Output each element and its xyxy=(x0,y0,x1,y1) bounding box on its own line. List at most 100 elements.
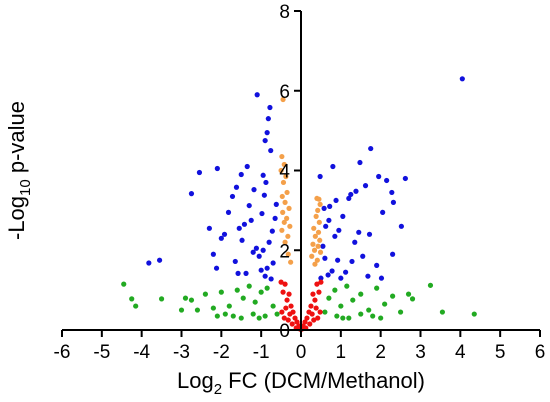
data-point-significant xyxy=(268,147,274,154)
data-point-significant xyxy=(221,231,228,237)
data-point-significant xyxy=(156,257,163,263)
data-point-not_significant_large_fc xyxy=(332,287,338,293)
data-point-significant xyxy=(246,202,252,209)
data-point-significant xyxy=(323,223,329,229)
data-point-significant xyxy=(318,275,324,281)
x-axis-title-base: Log xyxy=(177,368,214,393)
y-tick-label: 8 xyxy=(279,2,290,23)
data-point-moderate xyxy=(282,239,288,245)
data-point-moderate xyxy=(317,201,323,207)
data-point-significant xyxy=(241,221,248,227)
data-point-moderate xyxy=(315,229,322,235)
data-point-not_significant_small_fc xyxy=(283,305,289,311)
data-point-significant xyxy=(330,163,336,170)
data-point-moderate xyxy=(314,195,320,202)
data-point-significant xyxy=(248,217,254,223)
data-point-not_significant_large_fc xyxy=(326,295,332,301)
data-point-moderate xyxy=(315,243,321,249)
data-point-not_significant_small_fc xyxy=(308,303,314,309)
data-point-not_significant_small_fc xyxy=(289,321,295,327)
x-tick-label: -1 xyxy=(253,342,270,363)
data-point-not_significant_large_fc xyxy=(194,307,201,313)
data-point-significant xyxy=(273,201,279,207)
data-point-significant xyxy=(333,197,339,204)
data-point-significant xyxy=(340,213,346,219)
data-point-significant xyxy=(402,175,408,182)
data-point-moderate xyxy=(278,167,284,174)
x-tick-label: 2 xyxy=(375,342,386,363)
data-point-not_significant_large_fc xyxy=(133,303,139,309)
data-point-not_significant_large_fc xyxy=(274,311,280,317)
data-point-not_significant_large_fc xyxy=(471,311,477,317)
data-point-significant xyxy=(214,165,220,172)
data-point-significant xyxy=(368,145,374,152)
data-point-significant xyxy=(229,193,236,200)
x-axis-title-subscript: 2 xyxy=(214,381,222,398)
data-point-not_significant_large_fc xyxy=(258,289,264,295)
data-point-significant xyxy=(259,210,265,217)
data-point-significant xyxy=(389,189,395,196)
data-point-significant xyxy=(270,260,276,266)
x-axis-title: Log2 FC (DCM/Methanol) xyxy=(177,368,425,398)
y-tick-label: 4 xyxy=(279,162,290,183)
data-point-not_significant_small_fc xyxy=(286,291,292,297)
data-point-moderate xyxy=(313,213,319,219)
data-point-significant xyxy=(398,223,404,229)
data-point-not_significant_small_fc xyxy=(309,311,315,317)
data-point-not_significant_large_fc xyxy=(344,283,350,289)
x-tick-label: -6 xyxy=(54,342,71,363)
data-point-moderate xyxy=(280,179,287,186)
data-point-significant xyxy=(353,188,359,194)
data-point-moderate xyxy=(281,161,287,168)
data-point-significant xyxy=(384,177,390,184)
data-point-significant xyxy=(349,258,355,265)
data-point-significant xyxy=(206,225,212,231)
data-point-moderate xyxy=(281,219,287,225)
data-point-moderate xyxy=(309,253,315,259)
data-point-not_significant_small_fc xyxy=(318,279,324,285)
data-point-not_significant_large_fc xyxy=(397,309,404,315)
data-point-significant xyxy=(268,276,274,282)
data-point-not_significant_small_fc xyxy=(278,279,284,285)
data-point-significant xyxy=(260,172,266,178)
data-point-not_significant_large_fc xyxy=(226,303,232,309)
data-point-not_significant_large_fc xyxy=(374,285,380,291)
data-point-moderate xyxy=(317,249,324,255)
data-point-not_significant_small_fc xyxy=(316,289,322,295)
data-point-not_significant_large_fc xyxy=(370,313,376,319)
data-point-not_significant_small_fc xyxy=(294,319,300,325)
x-tick-label: 5 xyxy=(495,342,506,363)
data-point-not_significant_large_fc xyxy=(238,315,244,321)
data-point-moderate xyxy=(311,225,317,231)
data-point-not_significant_large_fc xyxy=(346,315,352,321)
data-point-significant xyxy=(380,209,386,215)
data-point-not_significant_small_fc xyxy=(292,315,298,321)
data-point-significant xyxy=(188,191,195,197)
x-tick-label: 6 xyxy=(535,342,546,363)
data-point-significant xyxy=(244,163,250,170)
data-point-significant xyxy=(233,184,240,190)
data-point-significant xyxy=(329,268,335,274)
data-point-moderate xyxy=(280,96,286,103)
x-tick-label: 1 xyxy=(336,342,347,363)
data-point-significant xyxy=(269,228,275,234)
data-point-not_significant_small_fc xyxy=(288,303,294,309)
data-point-not_significant_large_fc xyxy=(334,313,340,319)
x-tick-label: 3 xyxy=(415,342,426,363)
data-point-moderate xyxy=(316,219,322,225)
data-point-significant xyxy=(261,192,267,198)
data-point-not_significant_large_fc xyxy=(218,289,224,295)
data-point-not_significant_large_fc xyxy=(427,282,434,288)
data-point-not_significant_small_fc xyxy=(314,281,320,287)
data-point-not_significant_large_fc xyxy=(262,313,268,319)
data-point-significant xyxy=(251,187,257,193)
data-point-not_significant_small_fc xyxy=(282,281,288,287)
data-point-significant xyxy=(320,243,326,249)
data-point-significant xyxy=(322,255,328,261)
data-point-moderate xyxy=(314,257,320,263)
data-point-significant xyxy=(260,247,266,253)
data-point-significant xyxy=(267,104,273,111)
data-point-moderate xyxy=(284,189,290,196)
data-point-not_significant_small_fc xyxy=(313,305,319,311)
data-point-significant xyxy=(236,225,242,231)
